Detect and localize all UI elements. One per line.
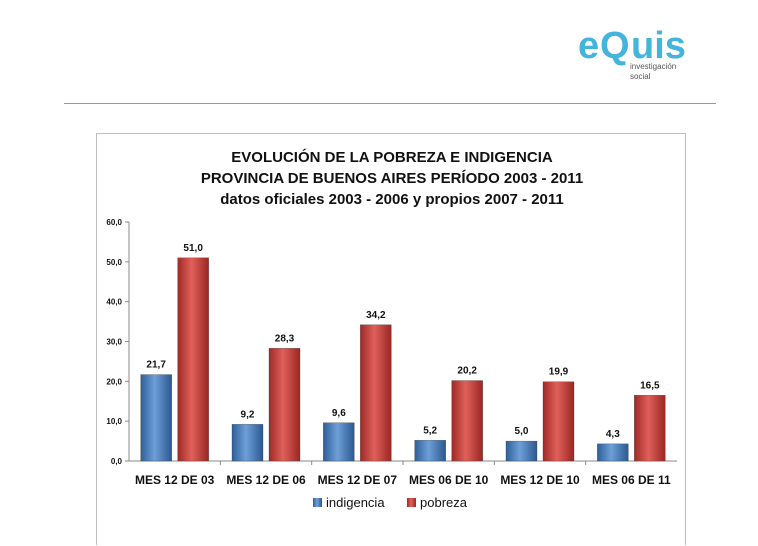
- legend-swatch-pobreza: [407, 498, 416, 507]
- legend-label-pobreza: pobreza: [420, 495, 468, 510]
- bar-pobreza: [268, 348, 301, 462]
- chart-axes: 0,0 10,0 20,0 30,0 40,0 50,0 60,0 MES 12 DE 03 M…: [106, 218, 677, 487]
- logo-line2: social: [630, 72, 651, 81]
- chart-bars: 21,7 51,0 9,2 28,3 9,6 34,2 5,2 20,2 5,0 19,9 4,3 1…: [140, 243, 666, 462]
- data-label-pobreza: 16,5: [640, 380, 660, 391]
- bar-indigencia: [323, 422, 355, 462]
- y-tick-label: 20,0: [106, 377, 122, 386]
- logo-brand-uis: uis: [631, 25, 686, 67]
- y-tick-label: 50,0: [106, 258, 122, 267]
- bar-indigencia: [140, 374, 172, 462]
- data-label-pobreza: 19,9: [549, 367, 569, 378]
- equis-logo: e Q uis investigación social: [578, 22, 708, 86]
- logo-brand-q: Q: [600, 25, 630, 67]
- bar-pobreza: [360, 324, 392, 462]
- category-label: MES 12 DE 03: [135, 473, 215, 487]
- bar-pobreza: [451, 380, 483, 462]
- category-label: MES 12 DE 10: [500, 473, 580, 487]
- y-tick-label: 40,0: [106, 298, 122, 307]
- category-label: MES 12 DE 06: [226, 473, 306, 487]
- chart-frame: EVOLUCIÓN DE LA POBREZA E INDIGENCIA PRO…: [96, 133, 686, 545]
- chart-title-line-3: datos oficiales 2003 - 2006 y propios 20…: [220, 191, 564, 208]
- y-tick-label: 60,0: [106, 218, 122, 227]
- data-label-indigencia: 5,2: [423, 425, 437, 436]
- data-label-indigencia: 4,3: [606, 429, 620, 440]
- bar-indigencia: [414, 440, 446, 462]
- bar-indigencia: [505, 440, 538, 462]
- y-tick-label: 0,0: [111, 457, 123, 466]
- chart-title-line-1: EVOLUCIÓN DE LA POBREZA E INDIGENCIA: [231, 148, 553, 166]
- legend-label-indigencia: indigencia: [326, 495, 385, 510]
- category-label: MES 12 DE 07: [318, 473, 398, 487]
- logo-brand-e: e: [578, 25, 599, 67]
- data-label-indigencia: 9,6: [332, 408, 346, 419]
- bar-pobreza: [542, 381, 575, 462]
- y-tick-label: 10,0: [106, 417, 122, 426]
- legend-swatch-indigencia: [313, 498, 322, 507]
- bar-indigencia: [597, 443, 629, 462]
- chart-legend: indigencia pobreza: [313, 495, 468, 510]
- data-label-indigencia: 5,0: [515, 426, 529, 437]
- header-divider: [64, 103, 716, 104]
- data-label-indigencia: 21,7: [146, 360, 166, 371]
- bar-pobreza: [634, 395, 666, 462]
- data-label-pobreza: 51,0: [183, 243, 203, 254]
- category-label: MES 06 DE 10: [409, 473, 489, 487]
- logo-line1: investigación: [630, 62, 676, 71]
- data-label-pobreza: 20,2: [457, 366, 477, 377]
- bar-pobreza: [177, 257, 209, 462]
- y-tick-label: 30,0: [106, 338, 122, 347]
- category-label: MES 06 DE 11: [592, 473, 671, 487]
- bar-indigencia: [231, 424, 264, 462]
- data-label-indigencia: 9,2: [241, 409, 255, 420]
- data-label-pobreza: 28,3: [275, 333, 295, 344]
- bar-chart: EVOLUCIÓN DE LA POBREZA E INDIGENCIA PRO…: [106, 148, 677, 510]
- data-label-pobreza: 34,2: [366, 310, 386, 321]
- chart-title-line-2: PROVINCIA DE BUENOS AIRES PERÍODO 2003 -…: [201, 170, 583, 187]
